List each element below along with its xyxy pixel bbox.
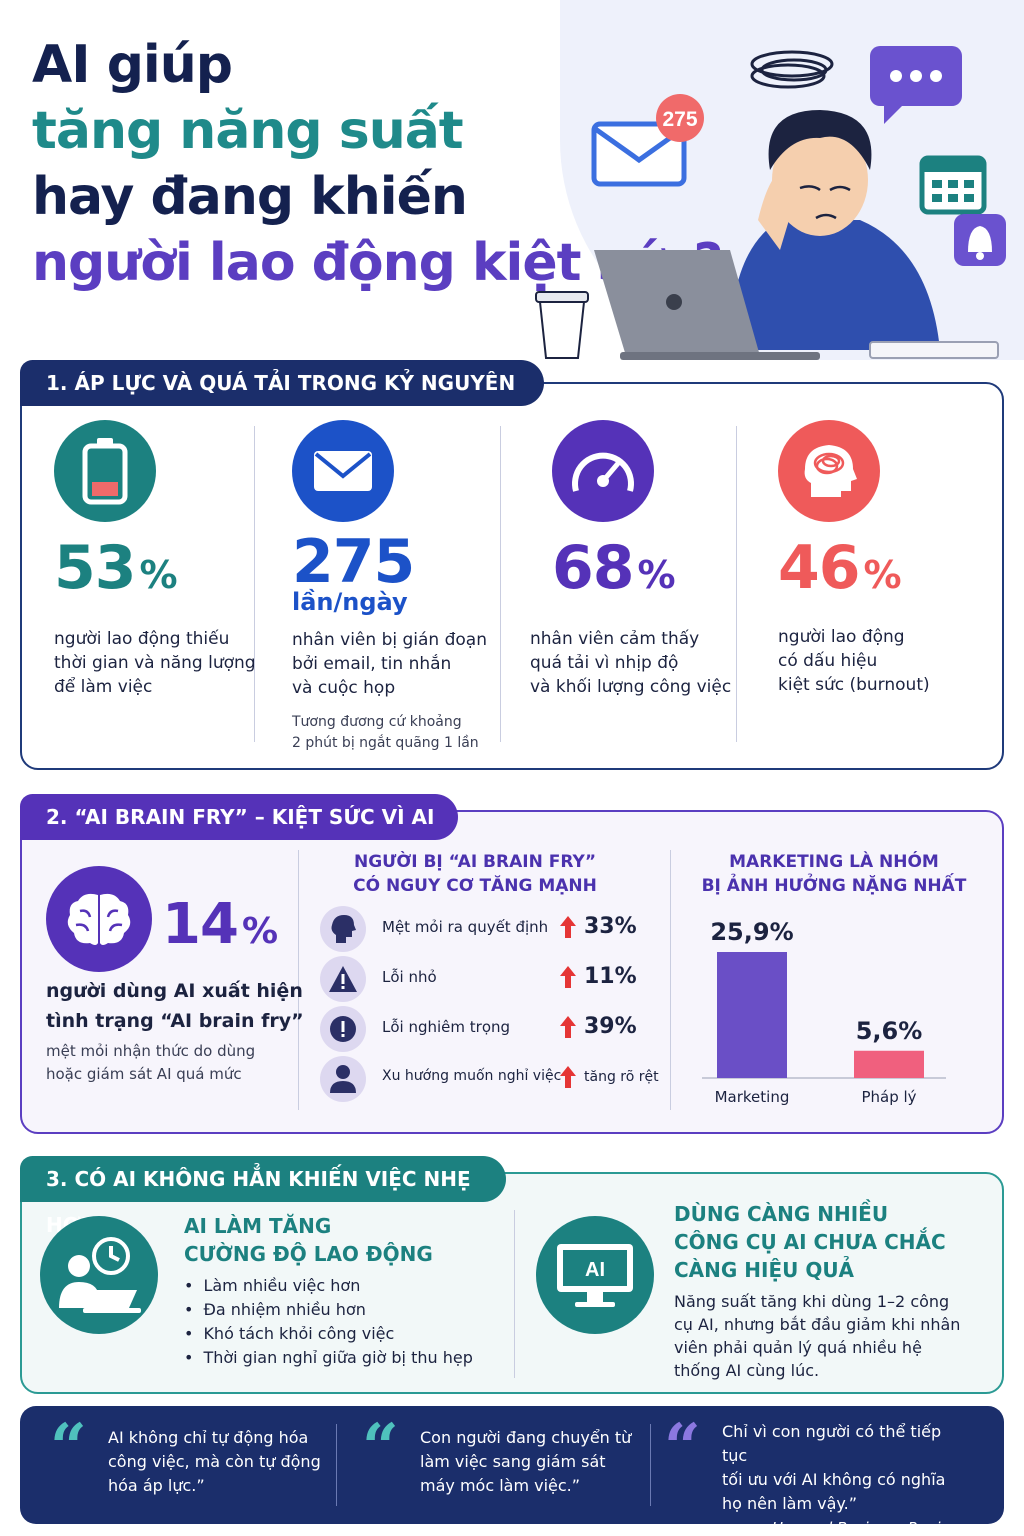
notebook-icon: [869, 341, 999, 359]
stat-card-overload: 68% nhân viên cảm thấy quá tải vì nhịp độ…: [530, 420, 760, 699]
list-item: Thời gian nghỉ giữa giờ bị thu hẹp: [184, 1346, 472, 1370]
alert-circle-icon: [320, 1006, 366, 1052]
stat-value: 68%: [552, 533, 676, 603]
quote-mark-icon: “: [664, 1410, 701, 1485]
divider: [254, 426, 255, 742]
stat-value: 46%: [778, 533, 902, 603]
brain-fry-stat-note: mệt mỏi nhận thức do dùng hoặc giám sát A…: [46, 1042, 256, 1083]
warning-triangle-icon: [320, 956, 366, 1002]
battery-low-icon: [54, 420, 156, 522]
risk-row: Lỗi nghiêm trọng 39%: [320, 1006, 660, 1052]
quote-source: – Harvard Business Review: [759, 1519, 962, 1536]
bell-icon: [954, 214, 1006, 266]
risk-value: 39%: [584, 1014, 637, 1039]
ai-monitor-icon: AI: [536, 1216, 654, 1334]
quote-mark-icon: “: [362, 1410, 399, 1485]
section-3-tag: 3. CÓ AI KHÔNG HẲN KHIẾN VIỆC NHẸ HƠN: [20, 1156, 506, 1237]
risk-value: tăng rõ rệt: [584, 1069, 659, 1085]
person-icon: [320, 1056, 366, 1102]
bar-value-label: 5,6%: [856, 1017, 923, 1045]
risk-label: Lỗi nhỏ: [382, 968, 437, 986]
risk-label: Lỗi nghiêm trọng: [382, 1018, 511, 1036]
stat-note: Tương đương cứ khoảng 2 phút bị ngắt quãn…: [292, 714, 479, 751]
risk-row: Xu hướng muốn nghỉ việc tăng rõ rệt: [320, 1056, 660, 1102]
brain-icon: [46, 866, 152, 972]
stat-description: người lao động có dấu hiệu kiệt sức (burno…: [778, 627, 930, 695]
stressed-worker-illustration: 275: [535, 46, 1006, 360]
section-1-tag: 1. ÁP LỰC VÀ QUÁ TẢI TRONG KỶ NGUYÊN AI: [20, 360, 544, 441]
mail-badge-count: 275: [662, 108, 697, 131]
intensity-list: Làm nhiều việc hơn Đa nhiệm nhiều hơn Kh…: [184, 1274, 473, 1370]
tools-heading: DÙNG CÀNG NHIỀU CÔNG CỤ AI CHƯA CHẮC CÀNG …: [674, 1202, 946, 1282]
monitor-label: AI: [585, 1259, 605, 1281]
speedometer-icon: [552, 420, 654, 522]
divider: [736, 426, 737, 742]
tools-description: Năng suất tăng khi dùng 1–2 công cụ AI, n…: [674, 1292, 961, 1380]
envelope-icon: [292, 420, 394, 522]
arrow-up-icon: [560, 1066, 576, 1088]
bar-category-label: Marketing: [715, 1088, 790, 1106]
arrow-up-icon: [560, 966, 576, 988]
hero: AI giúp tăng năng suất hay đang khiến ng…: [0, 0, 1024, 360]
tangled-brain-icon: [778, 420, 880, 522]
divider: [650, 1424, 651, 1506]
divider: [298, 850, 299, 1110]
divider: [670, 850, 671, 1110]
risk-value: 33%: [584, 914, 637, 939]
stat-value: 275: [292, 527, 415, 597]
divider: [336, 1424, 337, 1506]
stat-unit: lần/ngày: [292, 588, 408, 616]
head-profile-icon: [320, 906, 366, 952]
bar-value-label: 25,9%: [710, 918, 793, 946]
stat-description: nhân viên cảm thấy quá tải vì nhịp độ và k…: [530, 629, 732, 697]
section-2-tag: 2. “AI BRAIN FRY” – KIỆT SỨC VÌ AI: [20, 794, 458, 840]
title-line-3: hay đang khiến: [32, 167, 468, 227]
bar-pháp-lý: [854, 1050, 924, 1078]
arrow-up-icon: [560, 1016, 576, 1038]
list-item: Làm nhiều việc hơn: [184, 1274, 473, 1298]
quote-mark-icon: “: [50, 1410, 87, 1485]
risk-row: Lỗi nhỏ 11%: [320, 956, 660, 1002]
person-figure: [730, 110, 940, 350]
stat-card-interruptions: 275 lần/ngày nhân viên bị gián đoạn bởi e…: [292, 420, 522, 754]
risk-value: 11%: [584, 964, 637, 989]
stat-card-time-energy: 53% người lao động thiếu thời gian và năn…: [54, 420, 284, 699]
quote-text: Chỉ vì con người có thể tiếp tục tối ưu v…: [722, 1420, 962, 1536]
stress-scribble-icon: [750, 50, 834, 89]
divider: [514, 1210, 515, 1378]
coffee-cup-icon: [535, 291, 589, 359]
calendar-icon: [919, 155, 987, 215]
stat-value: 53%: [54, 533, 178, 603]
quote-text: Con người đang chuyển từ làm việc sang gi…: [420, 1428, 632, 1495]
stat-description: người lao động thiếu thời gian và năng lư…: [54, 629, 256, 697]
chat-bubble-icon: [870, 46, 962, 124]
title-line-1: AI giúp: [32, 35, 233, 95]
laptop-icon: [594, 250, 820, 360]
bar-category-label: Pháp lý: [861, 1088, 916, 1106]
brain-fry-stat-description: người dùng AI xuất hiện tình trạng “AI br…: [46, 980, 304, 1032]
intensity-heading: AI LÀM TĂNG CƯỜNG ĐỘ LAO ĐỘNG: [184, 1214, 433, 1266]
risk-row: Mệt mỏi ra quyết định 33%: [320, 906, 660, 952]
worker-clock-icon: [40, 1216, 158, 1334]
arrow-up-icon: [560, 916, 576, 938]
risk-heading: NGƯỜI BỊ “AI BRAIN FRY” CÓ NGUY CƠ TĂNG M…: [353, 852, 597, 896]
title-line-2: tăng năng suất: [32, 101, 464, 161]
stat-card-burnout: 46% người lao động có dấu hiệu kiệt sức (b…: [778, 420, 1008, 697]
department-bar-chart: 25,9% Marketing 5,6% Pháp lý: [702, 918, 946, 1106]
quotes-bar: “ AI không chỉ tự động hóa công việc, mà …: [20, 1406, 1004, 1536]
bar-marketing: [717, 952, 787, 1078]
risk-label: Mệt mỏi ra quyết định: [382, 918, 549, 936]
mail-badge: [656, 94, 704, 142]
list-item: Khó tách khỏi công việc: [184, 1322, 473, 1346]
stat-description: nhân viên bị gián đoạn bởi email, tin nhắ…: [292, 630, 487, 698]
quote-text: AI không chỉ tự động hóa công việc, mà cò…: [108, 1428, 321, 1495]
divider: [500, 426, 501, 742]
risk-label: Xu hướng muốn nghỉ việc: [382, 1068, 562, 1084]
chart-heading: MARKETING LÀ NHÓM BỊ ẢNH HƯỞNG NẶNG NHẤT: [701, 852, 967, 896]
section-2-box: [20, 810, 1004, 1134]
brain-fry-stat-value: 14%: [162, 892, 278, 957]
list-item: Đa nhiệm nhiều hơn: [184, 1298, 473, 1322]
